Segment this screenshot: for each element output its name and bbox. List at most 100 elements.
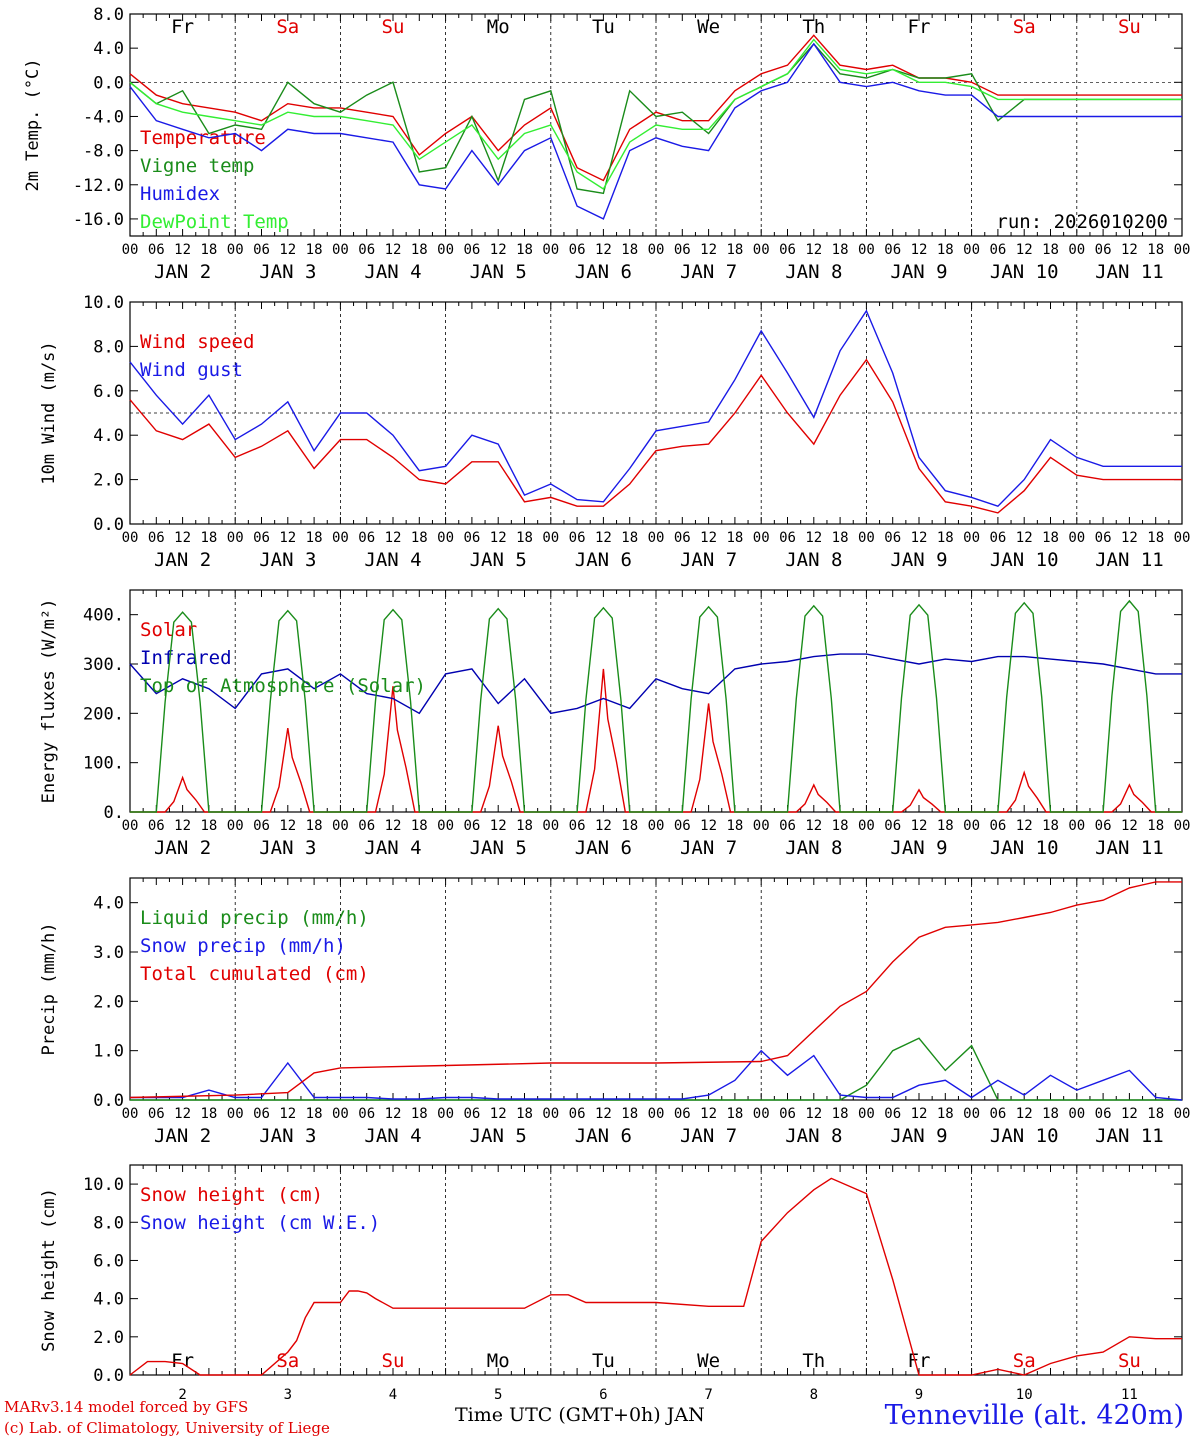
x-hour-label: 00	[753, 242, 770, 258]
x-date-label: JAN 10	[990, 261, 1059, 283]
x-hour-label: 00	[332, 1106, 349, 1122]
x-hour-label: 18	[832, 242, 849, 258]
x-hour-label: 18	[200, 530, 217, 546]
y-tick-label: 0.0	[93, 1091, 124, 1111]
x-date-label: JAN 2	[154, 549, 211, 571]
x-hour-label: 00	[648, 242, 665, 258]
x-hour-label: 18	[832, 818, 849, 834]
x-hour-label: 06	[463, 818, 480, 834]
x-date-label: JAN 10	[990, 549, 1059, 571]
x-hour-label: 12	[174, 1106, 191, 1122]
x-hour-label: 12	[385, 1106, 402, 1122]
x-date-label: JAN 11	[1095, 837, 1164, 859]
x-hour-label: 18	[1042, 530, 1059, 546]
x-hour-label: 18	[516, 1106, 533, 1122]
x-hour-label: 06	[674, 530, 691, 546]
y-tick-label: 8.0	[93, 337, 124, 357]
x-hour-label: 06	[358, 1106, 375, 1122]
x-hour-label: 18	[937, 1106, 954, 1122]
x-hour-label: 06	[148, 1106, 165, 1122]
x-hour-label: 06	[779, 818, 796, 834]
weekday-label: Th	[802, 16, 825, 38]
series-line-total-cumulated-cm-	[129, 881, 1182, 1099]
x-hour-label: 06	[989, 530, 1006, 546]
x-date-label: JAN 9	[890, 261, 947, 283]
x-hour-label: 00	[858, 818, 875, 834]
x-date-label: JAN 4	[364, 261, 421, 283]
weekday-label: Mo	[487, 16, 510, 38]
x-hour-label: 12	[805, 242, 822, 258]
x-hour-label: 18	[621, 530, 638, 546]
legend-entry: Wind gust	[140, 359, 243, 381]
weekday-label: Sa	[276, 16, 299, 38]
x-hour-label: 12	[490, 242, 507, 258]
panel-5: 0.0 2.0 4.0 6.0 8.0 10.0 Snow height (cm) 2 3 4 5 6…	[39, 1164, 1183, 1403]
x-date-label: JAN 9	[890, 549, 947, 571]
x-hour-label: 06	[674, 1106, 691, 1122]
x-date-label: JAN 10	[990, 1125, 1059, 1147]
x-hour-label: 18	[1147, 818, 1164, 834]
x-hour-label: 12	[1016, 818, 1033, 834]
x-hour-label: 06	[674, 818, 691, 834]
x-hour-label: 18	[832, 1106, 849, 1122]
x-hour-label: 06	[569, 818, 586, 834]
x-hour-label: 06	[358, 242, 375, 258]
x-hour-label: 00	[227, 530, 244, 546]
y-tick-label: 10.0	[83, 293, 124, 313]
x-hour-label: 00	[753, 530, 770, 546]
y-tick-label: 0.	[104, 803, 124, 823]
x-hour-label: 00	[332, 530, 349, 546]
x-hour-label: 06	[989, 818, 1006, 834]
x-hour-label: 12	[1121, 1106, 1138, 1122]
x-date-label: JAN 8	[785, 1125, 842, 1147]
y-tick-label: 2.0	[93, 1328, 124, 1348]
x-hour-label: 06	[148, 818, 165, 834]
y-tick-label: 4.0	[93, 39, 124, 59]
series-line-temperature	[129, 34, 1182, 182]
x-hour-label: 12	[805, 818, 822, 834]
x-hour-label: 18	[1147, 1106, 1164, 1122]
x-hour-label: 06	[253, 530, 270, 546]
x-hour-label: 00	[1068, 530, 1085, 546]
x-day-number: 4	[389, 1387, 397, 1403]
y-tick-label: 0.0	[93, 515, 124, 535]
x-hour-label: 12	[700, 530, 717, 546]
weekday-label: Su	[1118, 1350, 1141, 1372]
x-hour-label: 06	[148, 242, 165, 258]
x-hour-label: 06	[884, 818, 901, 834]
x-hour-label: 06	[253, 818, 270, 834]
y-tick-label: 4.0	[93, 426, 124, 446]
x-hour-label: 12	[1016, 242, 1033, 258]
x-day-number: 5	[494, 1387, 502, 1403]
panel-1: 8.0 4.0 0.0 -4.0 -8.0 -12.0 -16.0 2m Temp. (°C)…	[23, 5, 1190, 283]
x-hour-label: 12	[385, 530, 402, 546]
x-hour-label: 18	[306, 818, 323, 834]
x-hour-label: 12	[385, 818, 402, 834]
series-line-humidex	[129, 42, 1182, 220]
x-hour-label: 00	[122, 242, 139, 258]
weekday-label: Su	[382, 16, 405, 38]
y-tick-label: -8.0	[83, 142, 124, 162]
legend-entry: Snow precip (mm/h)	[140, 935, 346, 957]
weekday-label: Sa	[1013, 1350, 1036, 1372]
x-hour-label: 00	[437, 242, 454, 258]
x-hour-label: 00	[648, 530, 665, 546]
x-hour-label: 12	[1016, 530, 1033, 546]
y-tick-label: 0.0	[93, 73, 124, 93]
x-hour-label: 00	[227, 1106, 244, 1122]
weekday-label: We	[697, 16, 720, 38]
x-hour-label: 12	[490, 1106, 507, 1122]
x-date-label: JAN 4	[364, 549, 421, 571]
x-date-label: JAN 5	[470, 549, 527, 571]
x-hour-label: 06	[253, 242, 270, 258]
x-hour-label: 06	[463, 1106, 480, 1122]
x-date-label: JAN 3	[259, 837, 316, 859]
legend-entry: Snow height (cm)	[140, 1184, 323, 1206]
x-date-label: JAN 11	[1095, 549, 1164, 571]
x-day-number: 11	[1121, 1387, 1138, 1403]
x-hour-label: 00	[1174, 530, 1191, 546]
x-date-label: JAN 8	[785, 261, 842, 283]
x-date-label: JAN 11	[1095, 261, 1164, 283]
y-tick-label: 200.	[83, 704, 124, 724]
x-hour-label: 00	[332, 818, 349, 834]
